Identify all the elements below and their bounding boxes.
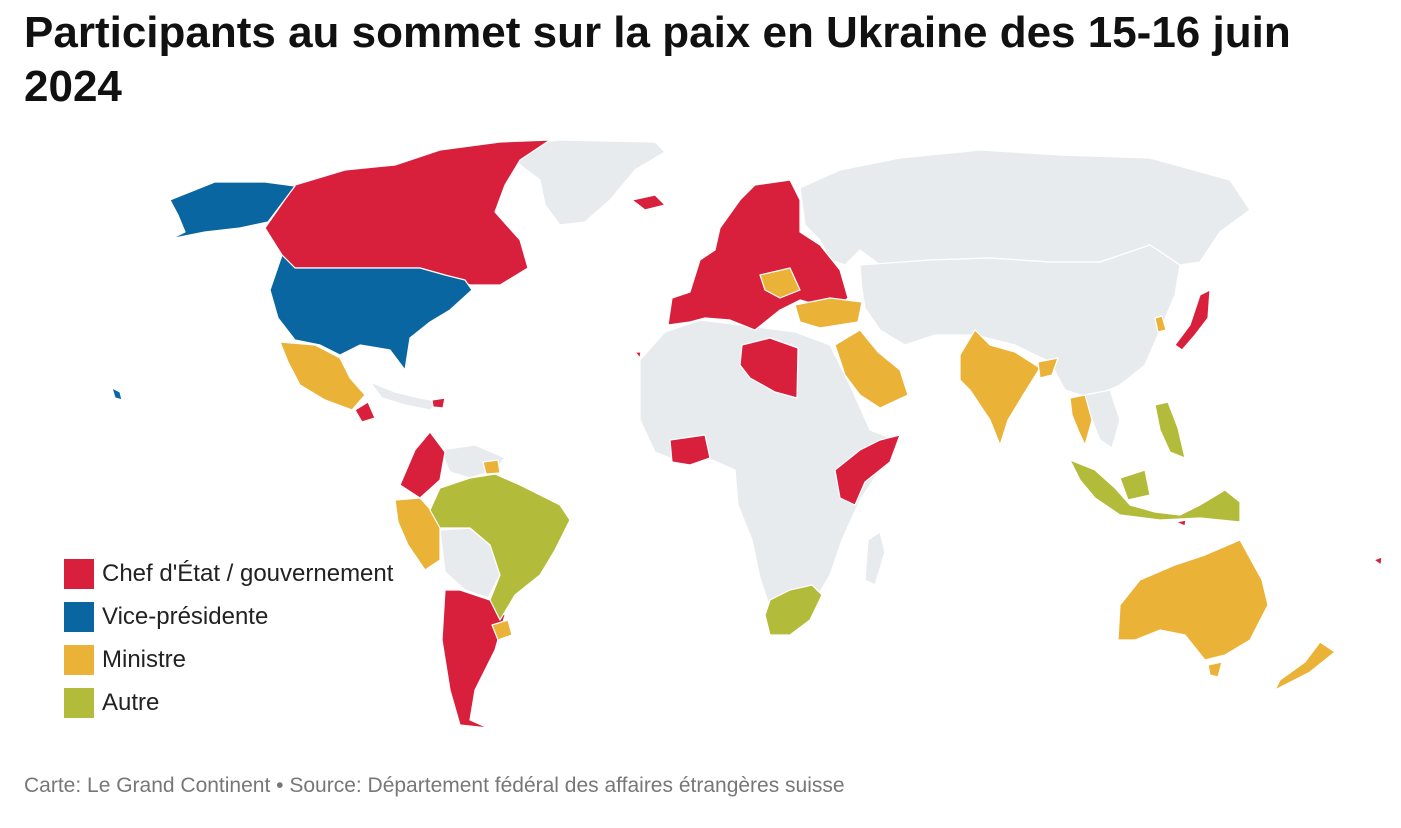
region-russia [799, 149, 1251, 266]
region-colombia [399, 431, 446, 499]
region-argentina-chile [441, 589, 506, 729]
non-participant-regions [369, 139, 1251, 613]
legend-swatch-chef [64, 559, 94, 589]
region-guyana [482, 459, 501, 475]
legend-label: Autre [102, 689, 160, 716]
legend-swatch-autre [64, 688, 94, 718]
region-central-america [354, 401, 376, 423]
region-caribbean [369, 381, 441, 411]
region-australia [1117, 539, 1269, 661]
world-map [111, 139, 1383, 729]
region-borneo [1119, 469, 1151, 501]
participants-ministre [279, 267, 1336, 691]
region-greenland [504, 139, 666, 226]
region-africa [639, 319, 896, 613]
region-south-africa [764, 584, 823, 636]
region-uruguay [491, 619, 513, 641]
region-india [959, 329, 1041, 446]
map-source-footer: Carte: Le Grand Continent • Source: Dépa… [24, 774, 845, 797]
region-central-europe [759, 267, 801, 299]
region-mexico [279, 341, 366, 411]
region-brazil [429, 473, 571, 621]
participants-vice [111, 181, 473, 401]
region-iceland [631, 194, 666, 211]
region-madagascar [864, 531, 886, 586]
region-fiji [1373, 556, 1383, 566]
legend-label: Vice-présidente [102, 603, 269, 630]
region-peru [394, 497, 441, 571]
region-europe [667, 179, 849, 331]
region-thailand [1069, 394, 1093, 446]
region-saudi [834, 329, 909, 409]
region-japan [1174, 289, 1211, 351]
region-usa [269, 254, 473, 371]
region-libya [739, 337, 799, 399]
map-title: Participants au sommet sur la paix en Uk… [24, 8, 1291, 111]
legend-swatch-vice [64, 602, 94, 632]
region-alaska [144, 181, 296, 253]
legend-label: Chef d'État / gouvernement [102, 560, 394, 587]
region-korea [1154, 315, 1167, 333]
legend-label: Ministre [102, 646, 187, 673]
region-bangladesh [1037, 357, 1059, 379]
legend-swatch-ministre [64, 645, 94, 675]
region-somalia-kenya [834, 434, 901, 506]
region-indonesia [1069, 459, 1241, 523]
participants-autre [429, 401, 1241, 636]
region-dominican [431, 397, 446, 409]
region-canada [264, 139, 551, 286]
region-philippines [1154, 401, 1186, 459]
region-hawaii [111, 387, 123, 401]
participants-chef [264, 139, 1383, 729]
region-west-africa [669, 434, 711, 466]
region-cape-verde [634, 351, 642, 359]
region-turkey [794, 297, 863, 329]
region-tasmania [1207, 661, 1223, 678]
region-timor [1175, 519, 1187, 527]
region-new-zealand [1274, 641, 1336, 691]
